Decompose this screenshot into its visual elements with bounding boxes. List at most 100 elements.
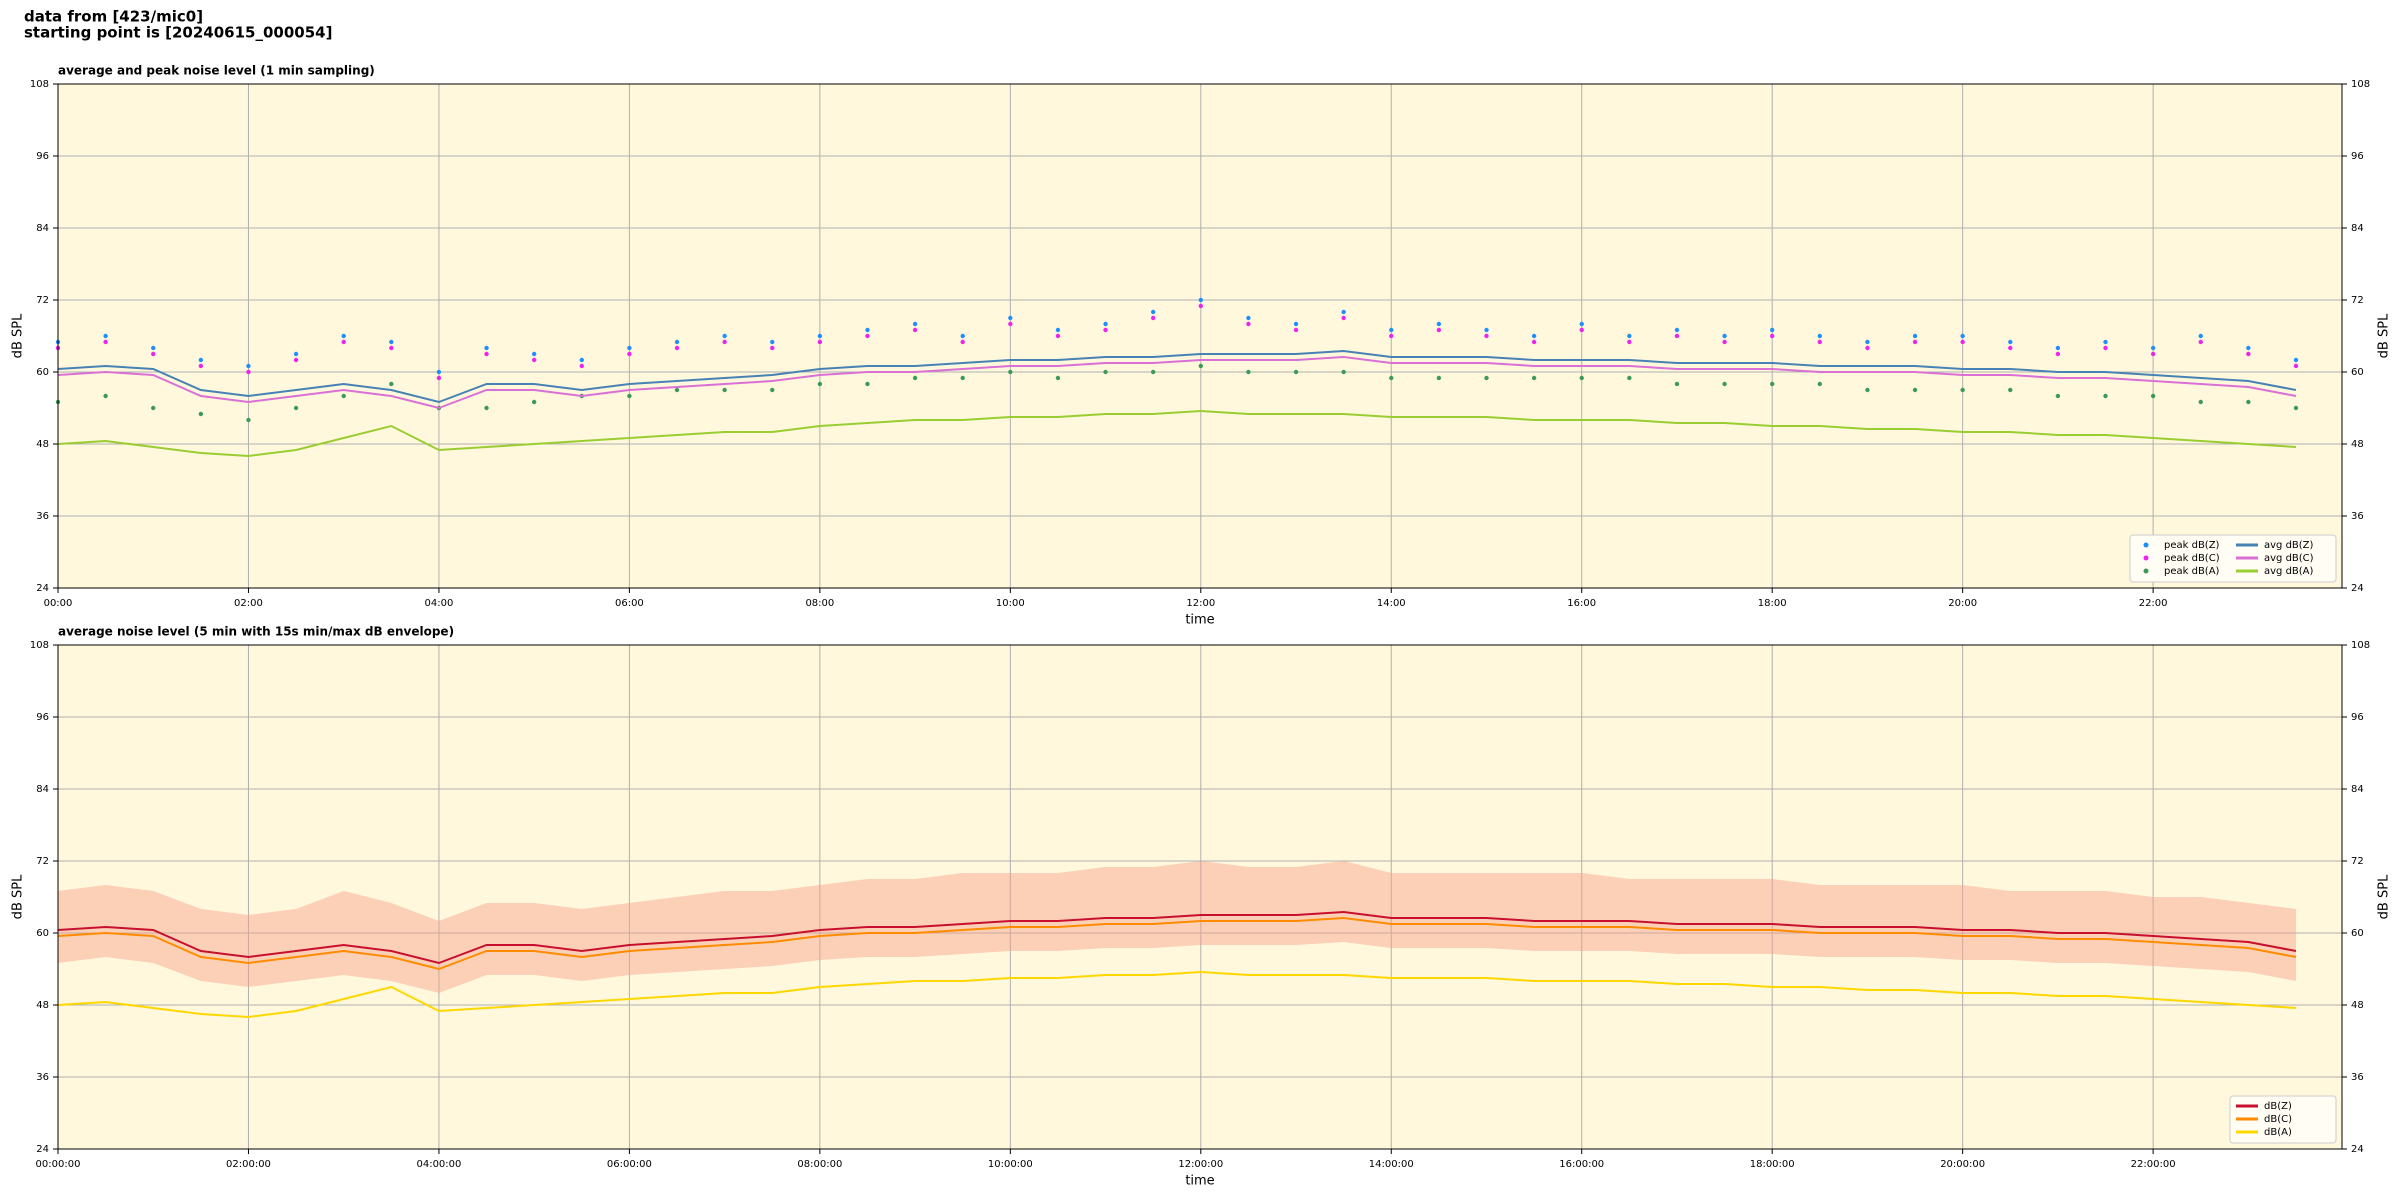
y-axis-label: dB SPL xyxy=(2377,313,2392,358)
x-tick-label: 20:00 xyxy=(1948,598,1977,609)
peak-point xyxy=(151,405,156,411)
chart-title: average noise level (5 min with 15s min/… xyxy=(58,625,454,639)
x-tick-label: 00:00 xyxy=(44,598,73,609)
peak-point xyxy=(865,333,870,339)
peak-point xyxy=(1389,333,1394,339)
peak-point xyxy=(1103,327,1108,333)
peak-point xyxy=(1817,333,1823,339)
peak-point xyxy=(2293,405,2299,411)
peak-point xyxy=(1579,327,1584,333)
series-line xyxy=(57,970,2297,1019)
peak-point xyxy=(293,405,299,411)
peak-point xyxy=(1484,375,1489,381)
x-tick-label: 18:00:00 xyxy=(1750,1159,1795,1170)
peak-point xyxy=(198,357,204,363)
peak-point xyxy=(579,363,584,369)
legend-label: peak dB(A) xyxy=(2164,566,2220,577)
peak-point xyxy=(770,387,775,393)
peak-point xyxy=(198,411,204,417)
peak-point xyxy=(1627,375,1632,381)
peak-point xyxy=(531,351,537,357)
peak-point xyxy=(2246,345,2251,351)
series-line xyxy=(57,916,2297,971)
peak-point xyxy=(2103,345,2108,351)
peak-point xyxy=(531,399,537,405)
y-tick-label: 24 xyxy=(2351,583,2364,594)
peak-point xyxy=(246,363,251,369)
peak-point xyxy=(960,375,965,381)
peak-point xyxy=(1484,333,1489,339)
peak-point xyxy=(1531,333,1537,339)
peak-point xyxy=(1912,339,1918,345)
y-tick-label: 72 xyxy=(36,295,49,306)
peak-point xyxy=(1865,339,1870,345)
legend-label: avg dB(C) xyxy=(2264,553,2314,564)
y-tick-label: 24 xyxy=(36,583,49,594)
peak-point xyxy=(389,345,394,351)
y-tick-label: 60 xyxy=(36,367,49,378)
header-line: data from [423/mic0] xyxy=(24,8,203,26)
series-line xyxy=(57,349,2297,404)
peak-point xyxy=(627,345,632,351)
peak-point xyxy=(912,327,918,333)
peak-point xyxy=(1246,321,1251,327)
x-tick-label: 04:00 xyxy=(425,598,454,609)
peak-point xyxy=(484,405,489,411)
x-tick-label: 18:00 xyxy=(1758,598,1787,609)
legend-label: dB(C) xyxy=(2264,1114,2292,1125)
y-tick-label: 24 xyxy=(2351,1144,2364,1155)
y-axis-label: dB SPL xyxy=(11,874,26,919)
peak-point xyxy=(770,339,775,345)
peak-point xyxy=(1198,303,1203,309)
y-tick-label: 36 xyxy=(2351,1072,2364,1083)
peak-point xyxy=(674,387,680,393)
peak-point xyxy=(1198,297,1203,303)
y-tick-label: 60 xyxy=(36,928,49,939)
peak-point xyxy=(1579,375,1584,381)
peak-point xyxy=(2198,339,2203,345)
peak-point xyxy=(1008,315,1013,321)
peak-point xyxy=(103,393,108,399)
x-tick-label: 02:00:00 xyxy=(226,1159,271,1170)
peak-point xyxy=(1722,339,1727,345)
peak-point xyxy=(1008,321,1013,327)
peak-point xyxy=(1722,381,1727,387)
peak-point xyxy=(1293,327,1299,333)
peak-point xyxy=(817,339,823,345)
peak-point xyxy=(1055,327,1061,333)
peak-point xyxy=(1722,333,1727,339)
peak-point xyxy=(1341,309,1346,315)
peak-point xyxy=(627,393,632,399)
peak-point xyxy=(436,369,442,375)
x-tick-label: 06:00:00 xyxy=(607,1159,652,1170)
peak-point xyxy=(1293,321,1299,327)
peak-point xyxy=(674,339,680,345)
peak-point xyxy=(865,327,870,333)
peak-point xyxy=(1055,375,1061,381)
y-tick-label: 36 xyxy=(36,1072,49,1083)
y-tick-label: 48 xyxy=(36,1000,49,1011)
peak-point xyxy=(722,339,727,345)
peak-point xyxy=(1341,315,1346,321)
y-tick-label: 72 xyxy=(2351,856,2364,867)
peak-point xyxy=(1055,333,1061,339)
peak-point xyxy=(2293,357,2299,363)
peak-point xyxy=(1389,375,1394,381)
peak-point xyxy=(389,339,394,345)
y-tick-label: 48 xyxy=(2351,439,2364,450)
peak-point xyxy=(484,351,489,357)
peak-point xyxy=(2150,393,2156,399)
legend-marker xyxy=(2143,568,2149,574)
y-tick-label: 96 xyxy=(2351,712,2364,723)
peak-point xyxy=(674,345,680,351)
legend-marker xyxy=(2143,542,2149,548)
peak-point xyxy=(1293,369,1299,375)
legend-label: avg dB(Z) xyxy=(2264,540,2314,551)
peak-point xyxy=(960,339,965,345)
peak-point xyxy=(1103,321,1108,327)
peak-point xyxy=(722,387,727,393)
peak-point xyxy=(151,345,156,351)
y-tick-label: 108 xyxy=(30,79,49,90)
y-tick-label: 96 xyxy=(2351,151,2364,162)
